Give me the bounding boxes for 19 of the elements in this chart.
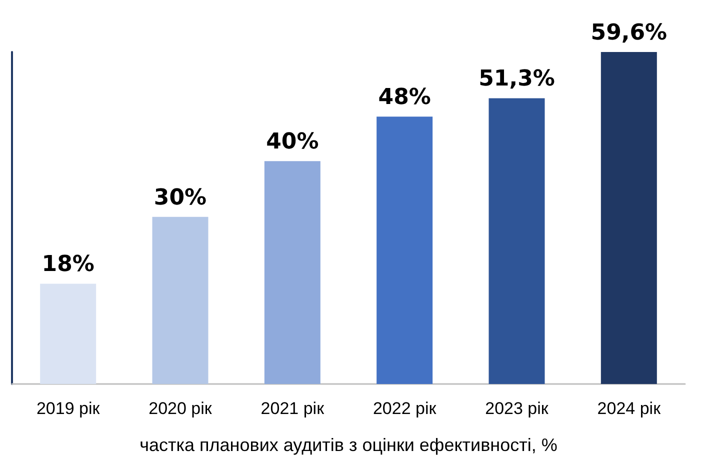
x-tick-label: 2023 рік (485, 399, 549, 418)
data-label: 51,3% (478, 66, 555, 92)
bar (152, 216, 208, 384)
x-tick-label: 2024 рік (597, 399, 662, 418)
bar (376, 116, 433, 384)
data-label: 40% (266, 130, 319, 155)
x-tick-label: 2019 рік (36, 399, 100, 418)
x-tick-label: 2022 рік (372, 399, 437, 418)
bar (488, 98, 545, 384)
x-tick-label: 2021 рік (260, 399, 325, 418)
data-label: 48% (378, 85, 431, 110)
x-tick-label: 2020 рік (148, 399, 212, 418)
bar (40, 284, 96, 384)
data-label: 18% (42, 252, 94, 278)
bar (264, 161, 320, 384)
data-label: 30% (154, 185, 207, 210)
bar (600, 52, 657, 384)
data-label: 59,6% (590, 20, 668, 46)
x-axis-title: частка планових аудитів з оцінки ефективності, % (140, 435, 558, 455)
